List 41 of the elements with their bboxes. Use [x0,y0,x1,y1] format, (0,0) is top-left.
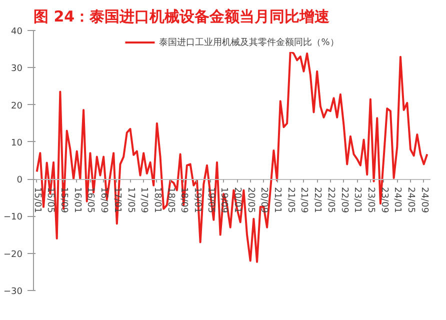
x-tick-label: 22/05 [325,187,336,214]
y-tick-label: −30 [4,287,23,297]
x-tick-label: 21/01 [272,187,282,214]
x-tick-label: 20/01 [232,187,242,214]
x-tick-label: 18/05 [165,187,176,214]
x-tick-label: 24/05 [405,187,416,214]
x-tick-label: 15/01 [32,187,42,214]
y-tick-label: −20 [4,250,23,260]
x-tick-label: 16/05 [85,187,96,214]
y-tick-label: 20 [11,101,23,112]
line-series [36,50,428,263]
x-tick-label: 21/05 [285,187,296,214]
x-tick-label: 19/05 [205,187,216,214]
y-tick-label: 40 [11,27,23,37]
x-tick-label: 22/09 [338,187,349,214]
x-tick-label: 17/01 [112,187,122,214]
x-tick-label: 24/09 [418,187,429,214]
x-tick-label: 23/05 [365,187,376,214]
x-tick-label: 20/09 [258,187,269,214]
x-tick-label: 22/01 [312,187,322,214]
x-tick-label: 24/01 [392,187,402,214]
x-tick-label: 23/01 [352,187,362,214]
x-tick-label: 17/09 [138,187,149,214]
x-tick-label: 16/09 [98,187,109,214]
x-tick-label: 18/01 [152,187,162,214]
x-tick-label: 21/09 [298,187,309,214]
x-tick-label: 18/09 [178,187,189,214]
x-tick-label: 15/09 [58,187,69,214]
chart-title: 图 24：泰国进口机械设备金额当月同比增速 [34,8,331,26]
legend-label: 泰国进口工业用机械及其零件金额同比（%） [159,36,339,48]
y-tick-label: 30 [11,64,23,74]
y-tick-label: 0 [16,176,23,186]
y-tick-label: −10 [4,212,23,223]
x-tick-label: 19/01 [192,187,202,214]
x-tick-label: 17/05 [125,187,136,214]
y-tick-label: 10 [11,138,23,148]
x-tick-label: 20/05 [245,187,256,214]
x-tick-label: 16/01 [72,187,82,214]
x-tick-label: 19/09 [218,187,229,214]
x-tick-label: 15/05 [45,187,56,214]
x-tick-label: 23/09 [378,187,389,214]
